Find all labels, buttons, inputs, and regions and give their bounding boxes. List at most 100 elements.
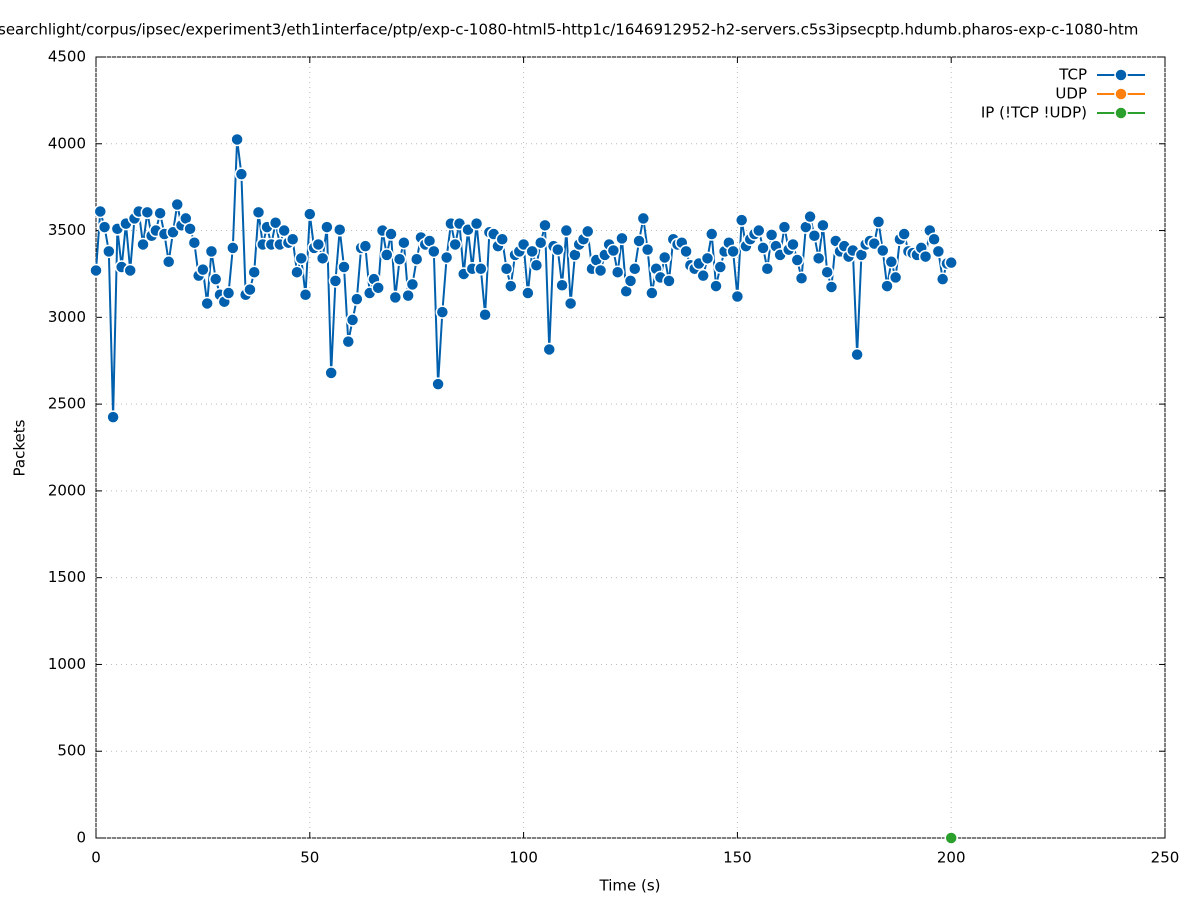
data-point [153, 206, 167, 220]
data-point [277, 223, 291, 238]
data-point [580, 224, 595, 239]
x-tick-label: 200 [937, 849, 966, 867]
legend-label: TCP [1058, 66, 1087, 84]
data-point [623, 274, 638, 288]
data-point [478, 307, 492, 322]
legend-label: UDP [1055, 85, 1087, 103]
data-point [320, 220, 334, 234]
data-point [636, 211, 651, 226]
data-point [315, 251, 330, 266]
data-point [871, 215, 886, 229]
data-point [713, 260, 728, 274]
data-point [166, 225, 180, 240]
data-point [931, 244, 946, 259]
data-point [662, 274, 676, 288]
y-axis-label: Packets [11, 419, 29, 476]
data-point [645, 286, 659, 300]
data-point [542, 342, 557, 357]
data-point [328, 274, 343, 288]
data-point [251, 205, 266, 220]
data-point [632, 234, 646, 248]
data-point [358, 239, 373, 253]
chart-title: searchlight/corpus/ipsec/experiment3/eth… [0, 21, 1138, 39]
data-point [704, 227, 719, 241]
data-point [640, 242, 655, 257]
data-point [521, 286, 535, 300]
data-point [140, 205, 155, 220]
data-point [409, 252, 424, 266]
data-point [384, 227, 398, 241]
data-point [777, 220, 792, 234]
y-tick-label: 4000 [48, 134, 86, 152]
data-point [298, 288, 313, 302]
data-point [897, 227, 911, 241]
data-point [93, 204, 108, 219]
data-point [606, 243, 621, 258]
y-tick-label: 2000 [48, 481, 86, 499]
plot-frame [95, 56, 1166, 839]
data-point [709, 279, 723, 293]
x-axis-label: Time (s) [599, 877, 661, 895]
data-point [876, 243, 890, 258]
data-point [504, 279, 518, 293]
data-point [294, 251, 308, 266]
data-point [559, 223, 574, 238]
data-point [371, 281, 385, 295]
data-point [123, 263, 137, 278]
data-point [499, 261, 514, 276]
data-point [208, 272, 223, 286]
data-point [495, 232, 509, 246]
data-point [200, 296, 214, 311]
y-tick-label: 1000 [48, 655, 86, 673]
data-point [401, 288, 415, 303]
data-point [311, 237, 326, 252]
data-point [538, 218, 552, 233]
data-point [730, 289, 745, 304]
data-point [752, 223, 766, 238]
data-point [448, 237, 462, 252]
data-point [196, 262, 210, 277]
data-point [170, 197, 184, 212]
data-point [884, 255, 899, 269]
data-point [234, 167, 249, 181]
data-point [811, 251, 826, 266]
y-tick-label: 3000 [48, 308, 86, 326]
data-point [102, 244, 116, 259]
data-point [563, 296, 578, 311]
data-point [303, 207, 317, 221]
data-point [290, 265, 304, 279]
data-point [803, 209, 817, 224]
data-point [285, 232, 300, 246]
data-point [679, 244, 693, 259]
data-point [610, 265, 625, 279]
data-point [247, 265, 261, 279]
y-tick-label: 1500 [48, 568, 86, 586]
x-tick-label: 50 [300, 849, 319, 867]
data-point [187, 235, 202, 250]
data-point [657, 250, 672, 265]
data-point [439, 250, 454, 265]
data-point [615, 231, 629, 246]
data-point [850, 347, 864, 362]
data-point [935, 272, 950, 286]
data-point [790, 253, 805, 267]
data-point [341, 334, 356, 349]
data-point [337, 260, 351, 274]
y-tick-label: 0 [76, 829, 86, 847]
data-point [405, 277, 420, 292]
legend-label: IP (!TCP !UDP) [981, 104, 1087, 122]
data-point [944, 255, 958, 270]
data-point [593, 263, 608, 278]
data-point [533, 235, 548, 250]
data-point [794, 271, 809, 286]
x-tick-label: 150 [723, 849, 752, 867]
data-point [397, 235, 411, 250]
data-point [551, 242, 565, 257]
data-point [350, 292, 364, 306]
data-point [555, 278, 569, 292]
data-point [106, 410, 120, 424]
data-point [435, 305, 450, 319]
legend-swatch [1114, 87, 1128, 101]
data-point [824, 280, 839, 294]
